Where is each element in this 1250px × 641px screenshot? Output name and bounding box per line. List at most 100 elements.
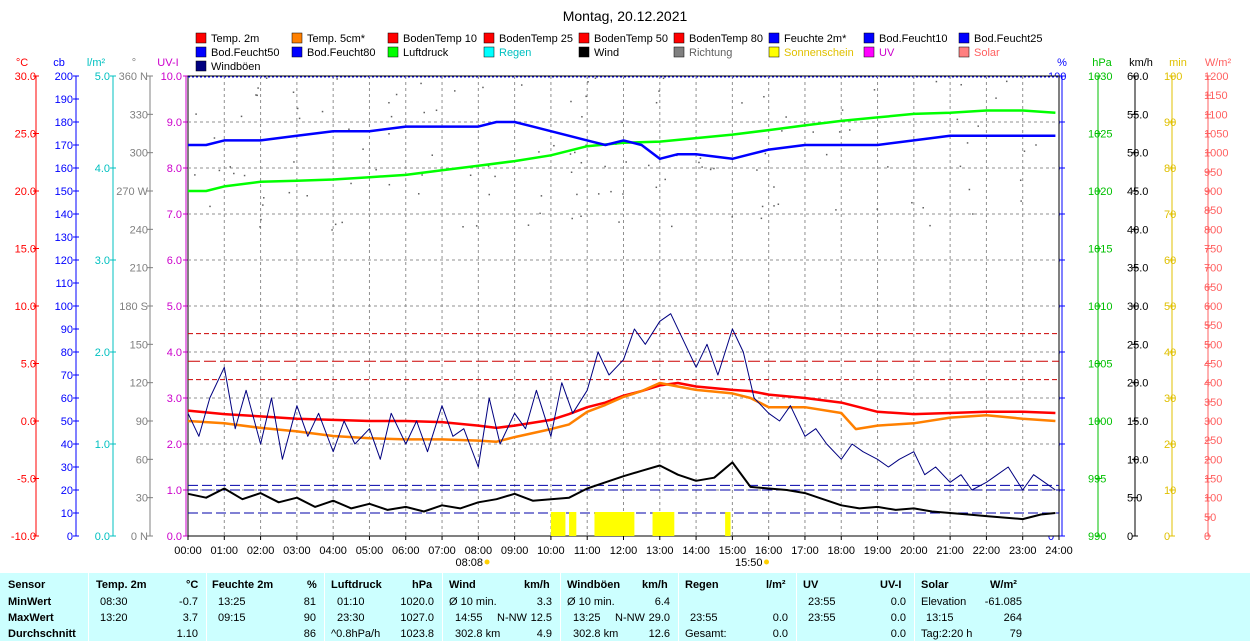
cloud-axis-tick: 120: [55, 255, 73, 267]
solar-axis-tick: 250: [1204, 435, 1222, 447]
direction-dot: [773, 186, 775, 188]
gust-unit: km/h: [642, 579, 668, 591]
uv-header: UV: [803, 579, 819, 591]
cloud-axis-tick: 80: [61, 347, 73, 359]
min-label: MinWert: [8, 596, 52, 608]
uv-axis-tick: 4.0: [167, 347, 182, 359]
legend-label: Temp. 2m: [211, 33, 259, 45]
uv-axis-tick: 1.0: [167, 485, 182, 497]
direction-dot: [538, 151, 540, 153]
direction-dot: [698, 161, 700, 164]
temp-unit: °C: [186, 579, 199, 591]
legend-label: Bod.Feucht80: [307, 47, 376, 59]
max-rain-time: 23:55: [690, 612, 718, 624]
wind-axis-tick: 35.0: [1127, 263, 1148, 275]
direction-dot: [462, 226, 464, 228]
solar-axis-tick: 900: [1204, 186, 1222, 198]
avg-gust-val: 12.6: [648, 628, 670, 640]
direction-dot: [960, 83, 962, 86]
uv-axis-tick: 0.0: [167, 531, 182, 543]
sun-axis-unit: min: [1169, 57, 1187, 69]
direction-dot: [977, 125, 979, 127]
x-tick-label: 15:00: [719, 545, 747, 557]
direction-dot: [574, 151, 576, 154]
x-tick-label: 05:00: [356, 545, 384, 557]
direction-dot: [972, 213, 974, 215]
separator: [88, 573, 89, 641]
direction-dot: [417, 193, 420, 195]
x-axis: 00:00 01:00 02:00 03:00 04:00 05:00 06:00 07:00…: [174, 536, 1073, 569]
sunshine-bar: [569, 512, 577, 536]
solar-axis-tick: 600: [1204, 301, 1222, 313]
direction-dot: [334, 223, 337, 226]
x-tick-label: 01:00: [211, 545, 239, 557]
solar-axis-tick: 850: [1204, 205, 1222, 217]
direction-dot: [263, 197, 265, 199]
cloud-axis-tick: 170: [55, 140, 73, 152]
wind-axis-tick: 0: [1127, 531, 1133, 543]
direction-dot: [576, 193, 578, 196]
rain-axis-unit: l/m²: [87, 57, 106, 69]
x-tick-label: 24:00: [1045, 545, 1073, 557]
direction-dot: [1005, 80, 1008, 83]
sunshine-bars: [550, 512, 731, 536]
direction-dot: [655, 101, 658, 104]
direction-dot: [475, 225, 478, 227]
max-wind-a: 14:55: [455, 612, 483, 624]
direction-dot: [350, 182, 352, 185]
avg-press-val: 1023.8: [400, 628, 434, 640]
direction-dot: [968, 188, 971, 191]
avg-solar-val: 79: [1009, 628, 1022, 640]
max-solar-val: 264: [1003, 612, 1022, 624]
dir-axis-tick: 300: [130, 148, 148, 160]
min-press-time: 01:10: [337, 596, 365, 608]
max-wind-val: 12.5: [530, 612, 552, 624]
temp-axis-tick: 10.0: [15, 301, 36, 313]
cloud-axis-tick: 110: [55, 278, 73, 290]
max-hum-val: 90: [303, 612, 316, 624]
wind-axis-tick: 15.0: [1127, 416, 1148, 428]
direction-dot: [262, 204, 264, 206]
legend-swatch: [863, 46, 875, 58]
sunshine-bar: [652, 512, 675, 536]
direction-dot: [713, 167, 715, 170]
direction-dot: [594, 77, 597, 79]
uv-axis-tick: 10.0: [161, 71, 182, 83]
direction-dot: [580, 161, 583, 164]
min-uv-val: 0.0: [890, 596, 906, 608]
direction-dot: [421, 174, 423, 176]
min-temp-time: 08:30: [100, 596, 128, 608]
direction-dot: [240, 115, 243, 118]
direction-dot: [929, 224, 931, 227]
x-tick-label: 02:00: [247, 545, 275, 557]
wind-header: Wind: [449, 579, 476, 591]
temp-axis-unit: °C: [16, 57, 28, 69]
legend-label: Bod.Feucht50: [211, 47, 280, 59]
max-solar-a: 13:15: [926, 612, 954, 624]
min-gust-val: 6.4: [654, 596, 670, 608]
legend-swatch: [195, 60, 207, 72]
direction-dot: [781, 130, 783, 132]
avg-temp-val: 1.10: [176, 628, 198, 640]
uv-axis-tick: 7.0: [167, 209, 182, 221]
legend-label: Feuchte 2m*: [784, 33, 847, 45]
cloud-axis-tick: 130: [55, 232, 73, 244]
cloud-axis-tick: 180: [55, 117, 73, 129]
direction-dot: [390, 115, 393, 118]
temp-axis-tick: 20.0: [15, 186, 36, 198]
wind-axis-tick: 40.0: [1127, 224, 1148, 236]
direction-dot: [848, 129, 851, 131]
wind-axis-tick: 55.0: [1127, 109, 1148, 121]
legend-swatch: [483, 46, 495, 58]
cloud-axis-tick: 100: [55, 301, 73, 313]
max-gust-b: N-NW: [615, 612, 645, 624]
legend-label: Sonnenschein: [784, 47, 854, 59]
separator: [560, 573, 561, 641]
x-tick-label: 04:00: [319, 545, 347, 557]
legend-label: BodenTemp 25: [499, 33, 573, 45]
max-hum-time: 09:15: [218, 612, 246, 624]
direction-dot: [671, 225, 673, 228]
temp-axis-tick: 0.0: [21, 416, 36, 428]
avg-solar-a: Tag:2:20 h: [921, 628, 973, 640]
wind-axis-tick: 45.0: [1127, 186, 1148, 198]
